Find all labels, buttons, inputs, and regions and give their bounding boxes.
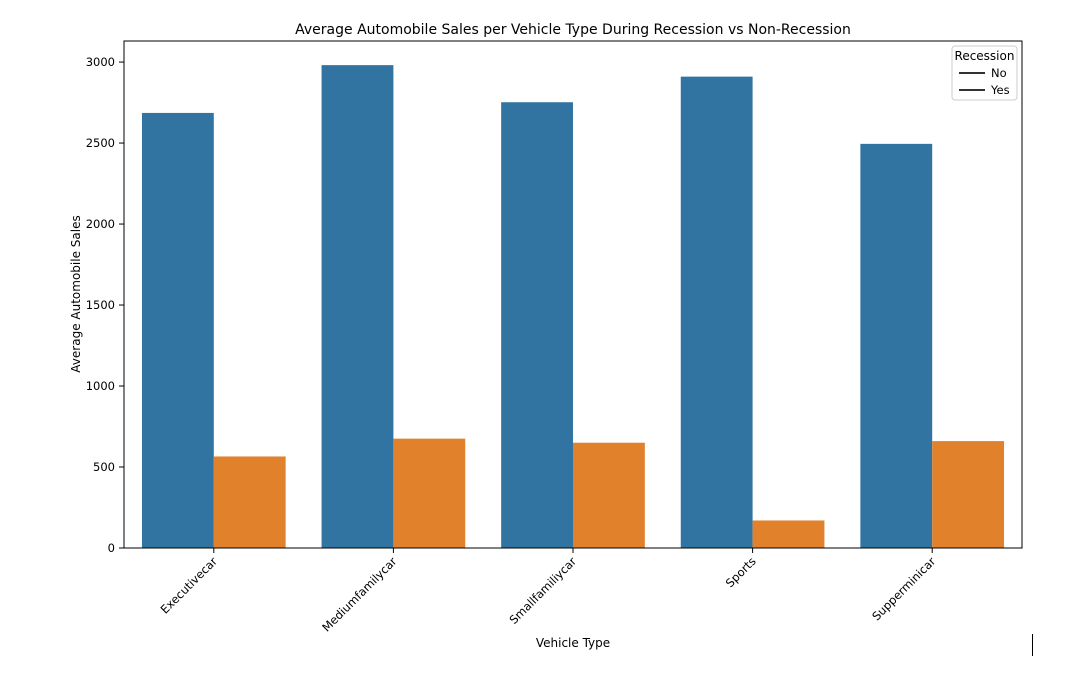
y-axis-label: Average Automobile Sales bbox=[69, 215, 83, 372]
x-tick-label: Executivecar bbox=[158, 554, 220, 616]
bar-yes-mediumfamilycar bbox=[393, 438, 466, 548]
y-tick-label: 0 bbox=[108, 541, 115, 555]
x-tick-label: Supperminicar bbox=[869, 554, 938, 623]
text-cursor bbox=[1032, 634, 1033, 656]
x-tick-label: Sports bbox=[723, 554, 759, 590]
y-tick-label: 2500 bbox=[86, 136, 115, 150]
bar-no-sports bbox=[680, 76, 753, 549]
bar-no-smallfamiliycar bbox=[501, 102, 573, 548]
y-tick-label: 2000 bbox=[86, 217, 115, 231]
x-axis-label: Vehicle Type bbox=[536, 636, 610, 650]
bar-yes-executivecar bbox=[213, 456, 286, 548]
bar-yes-smallfamiliycar bbox=[573, 442, 645, 548]
bars-group bbox=[141, 65, 1005, 549]
bar-no-executivecar bbox=[141, 112, 214, 548]
x-tick-label: Mediumfamilycar bbox=[319, 554, 400, 635]
bar-yes-sports bbox=[752, 520, 825, 548]
plot-frame bbox=[123, 40, 1023, 549]
legend: Recession No Yes bbox=[951, 45, 1018, 101]
y-tick-label: 1000 bbox=[86, 379, 115, 393]
y-axis: 0 500 1000 1500 2000 2500 3000 bbox=[86, 55, 124, 555]
bar-yes-supperminicar bbox=[932, 441, 1005, 548]
bar-no-mediumfamilycar bbox=[321, 65, 394, 549]
x-tick-label: Smallfamiliycar bbox=[506, 554, 579, 627]
legend-entry-no: No bbox=[991, 66, 1007, 80]
y-tick-label: 500 bbox=[93, 460, 115, 474]
chart-title: Average Automobile Sales per Vehicle Typ… bbox=[295, 22, 851, 38]
legend-title: Recession bbox=[955, 49, 1015, 63]
y-tick-label: 3000 bbox=[86, 55, 115, 69]
legend-entry-yes: Yes bbox=[990, 83, 1010, 97]
x-axis: Executivecar Mediumfamilycar Smallfamiliyc… bbox=[158, 548, 939, 635]
y-tick-label: 1500 bbox=[86, 298, 115, 312]
bar-no-supperminicar bbox=[860, 143, 933, 548]
